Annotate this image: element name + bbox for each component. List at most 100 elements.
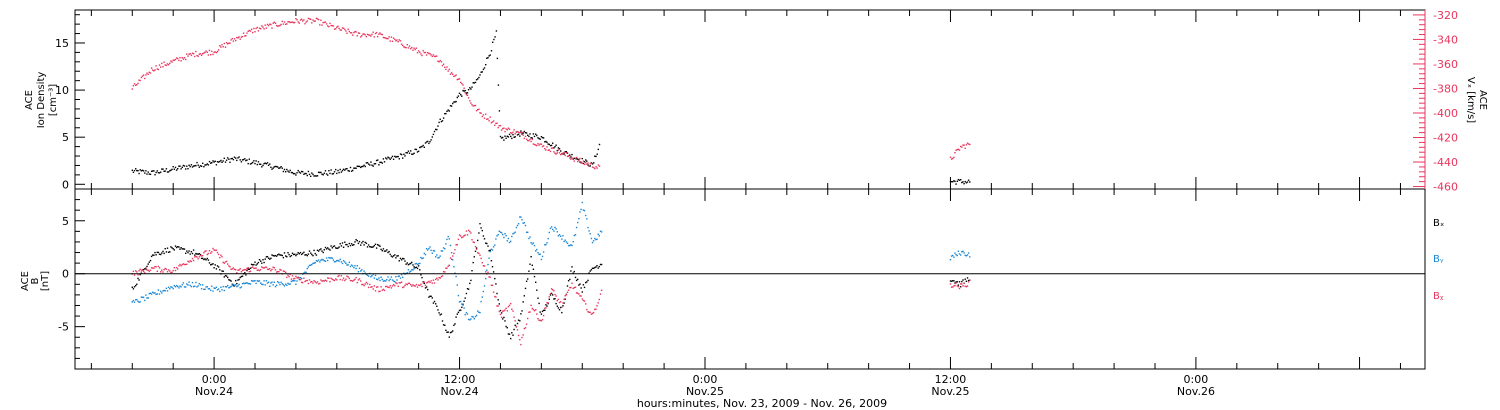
data-point-bottom-s1 bbox=[563, 240, 565, 243]
data-point-top-s1 bbox=[589, 163, 591, 165]
data-point-top-s1 bbox=[538, 144, 540, 146]
data-point-top-s1 bbox=[489, 116, 491, 118]
data-point-top-s0 bbox=[399, 153, 402, 155]
data-point-bottom-s2 bbox=[470, 232, 472, 234]
data-point-bottom-s1 bbox=[224, 286, 227, 288]
data-point-top-s1 bbox=[228, 42, 230, 44]
data-point-top-s0 bbox=[964, 180, 966, 183]
data-point-bottom-s1 bbox=[469, 319, 471, 321]
data-point-bottom-s1 bbox=[472, 316, 474, 318]
data-point-top-s0 bbox=[153, 170, 155, 172]
top-y2tick-label: -440 bbox=[1433, 156, 1458, 169]
data-point-top-s0 bbox=[144, 172, 146, 174]
top-y2tick-label: -340 bbox=[1433, 33, 1458, 46]
data-point-bottom-s1 bbox=[581, 201, 583, 204]
data-point-bottom-s0 bbox=[165, 251, 168, 253]
data-point-top-s1 bbox=[382, 36, 385, 39]
data-point-bottom-s0 bbox=[360, 244, 362, 246]
data-point-bottom-s0 bbox=[479, 223, 481, 225]
data-point-top-s1 bbox=[398, 39, 400, 41]
data-point-bottom-s2 bbox=[413, 285, 415, 287]
data-point-bottom-s2 bbox=[362, 283, 364, 286]
data-point-bottom-s0 bbox=[206, 257, 208, 260]
data-point-top-s0 bbox=[233, 156, 236, 158]
data-point-top-s0 bbox=[242, 158, 245, 161]
data-point-bottom-s0 bbox=[253, 263, 255, 266]
data-point-bottom-s1 bbox=[491, 249, 494, 251]
data-point-bottom-s1 bbox=[197, 285, 199, 287]
data-point-top-s1 bbox=[197, 55, 199, 57]
data-point-bottom-s2 bbox=[599, 293, 602, 295]
data-point-top-s1 bbox=[314, 20, 316, 22]
data-point-top-s1 bbox=[431, 55, 433, 58]
data-point-bottom-s0 bbox=[429, 295, 431, 297]
data-point-top-s1 bbox=[331, 24, 333, 27]
data-point-bottom-s0 bbox=[322, 251, 324, 254]
data-point-bottom-s0 bbox=[140, 272, 143, 274]
data-point-bottom-s0 bbox=[178, 246, 180, 248]
data-point-bottom-s2 bbox=[531, 307, 533, 310]
data-point-top-s1 bbox=[960, 145, 962, 148]
data-point-bottom-s0 bbox=[149, 259, 152, 262]
data-point-bottom-s1 bbox=[180, 286, 182, 288]
data-point-bottom-s1 bbox=[554, 226, 556, 229]
data-point-bottom-s2 bbox=[139, 268, 141, 270]
data-point-bottom-s2 bbox=[217, 253, 220, 256]
data-point-bottom-s1 bbox=[325, 257, 328, 259]
data-point-top-s1 bbox=[162, 66, 164, 68]
data-point-top-s1 bbox=[161, 62, 163, 65]
data-point-bottom-s2 bbox=[953, 285, 955, 287]
data-point-top-s0 bbox=[544, 141, 546, 143]
data-point-bottom-s1 bbox=[598, 235, 600, 237]
data-point-bottom-s2 bbox=[307, 282, 310, 285]
data-point-bottom-s1 bbox=[462, 304, 464, 306]
data-point-bottom-s2 bbox=[488, 276, 490, 278]
data-point-top-s1 bbox=[265, 27, 268, 29]
data-point-top-s1 bbox=[375, 31, 378, 34]
data-point-top-s1 bbox=[963, 144, 965, 146]
data-point-bottom-s2 bbox=[330, 277, 332, 279]
data-point-top-s1 bbox=[171, 61, 173, 63]
data-point-top-s1 bbox=[310, 18, 312, 20]
data-point-bottom-s2 bbox=[267, 268, 270, 271]
x-tick-time: 0:00 bbox=[693, 373, 718, 386]
data-point-top-s0 bbox=[452, 102, 454, 105]
data-point-bottom-s0 bbox=[540, 313, 543, 315]
data-point-top-s0 bbox=[357, 165, 360, 168]
data-point-bottom-s1 bbox=[952, 254, 954, 257]
data-point-top-s1 bbox=[553, 151, 555, 153]
data-point-bottom-s0 bbox=[520, 313, 522, 315]
data-point-top-s1 bbox=[220, 46, 222, 48]
data-point-bottom-s0 bbox=[569, 278, 571, 281]
data-point-top-s0 bbox=[316, 175, 319, 177]
data-point-bottom-s1 bbox=[223, 289, 225, 292]
data-point-bottom-s0 bbox=[591, 267, 594, 269]
data-point-bottom-s2 bbox=[336, 279, 338, 281]
data-point-top-s1 bbox=[430, 54, 432, 56]
data-point-top-s1 bbox=[217, 49, 220, 51]
data-point-bottom-s1 bbox=[573, 234, 575, 237]
data-point-bottom-s0 bbox=[356, 240, 358, 242]
data-point-bottom-s0 bbox=[436, 305, 438, 307]
data-point-bottom-s1 bbox=[583, 209, 586, 212]
data-point-top-s0 bbox=[191, 166, 194, 168]
data-point-bottom-s2 bbox=[447, 265, 449, 267]
data-point-top-s1 bbox=[245, 35, 247, 37]
data-point-top-s1 bbox=[412, 49, 414, 51]
data-point-top-s0 bbox=[139, 169, 141, 171]
data-point-bottom-s0 bbox=[579, 283, 581, 285]
data-point-top-s0 bbox=[286, 168, 288, 171]
data-point-bottom-s1 bbox=[379, 279, 381, 282]
data-point-bottom-s1 bbox=[245, 282, 247, 284]
data-point-bottom-s2 bbox=[290, 278, 293, 280]
data-point-top-s1 bbox=[481, 115, 483, 118]
data-point-bottom-s2 bbox=[549, 292, 552, 295]
data-point-bottom-s1 bbox=[338, 260, 340, 262]
data-point-bottom-s2 bbox=[516, 329, 519, 331]
data-point-bottom-s2 bbox=[412, 284, 414, 286]
data-point-top-s1 bbox=[172, 59, 174, 61]
data-point-top-s0 bbox=[483, 67, 486, 69]
data-point-bottom-s2 bbox=[581, 298, 583, 300]
data-point-top-s1 bbox=[267, 24, 270, 27]
data-point-bottom-s1 bbox=[589, 233, 591, 235]
